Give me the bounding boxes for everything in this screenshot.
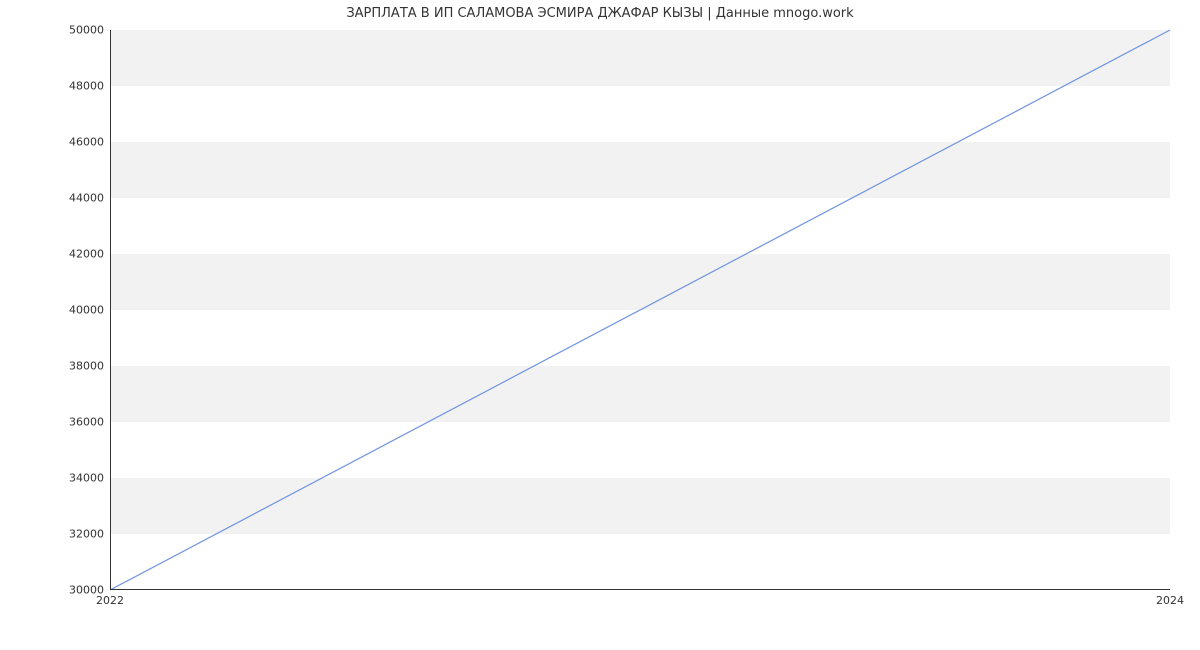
y-axis-spine	[110, 30, 111, 590]
line-layer	[110, 30, 1170, 590]
y-tick-label: 44000	[69, 192, 104, 205]
y-tick-label: 34000	[69, 472, 104, 485]
plot-area: 3000032000340003600038000400004200044000…	[110, 30, 1170, 590]
y-tick-label: 38000	[69, 360, 104, 373]
y-tick-label: 50000	[69, 24, 104, 37]
y-tick-label: 46000	[69, 136, 104, 149]
y-tick-label: 40000	[69, 304, 104, 317]
x-tick-label: 2024	[1156, 594, 1184, 607]
y-tick-label: 32000	[69, 528, 104, 541]
y-tick-label: 42000	[69, 248, 104, 261]
chart-title: ЗАРПЛАТА В ИП САЛАМОВА ЭСМИРА ДЖАФАР КЫЗ…	[0, 6, 1200, 21]
x-axis-spine	[110, 589, 1170, 590]
series-line	[110, 30, 1170, 590]
y-tick-label: 36000	[69, 416, 104, 429]
chart-container: ЗАРПЛАТА В ИП САЛАМОВА ЭСМИРА ДЖАФАР КЫЗ…	[0, 0, 1200, 650]
x-tick-label: 2022	[96, 594, 124, 607]
y-tick-label: 48000	[69, 80, 104, 93]
